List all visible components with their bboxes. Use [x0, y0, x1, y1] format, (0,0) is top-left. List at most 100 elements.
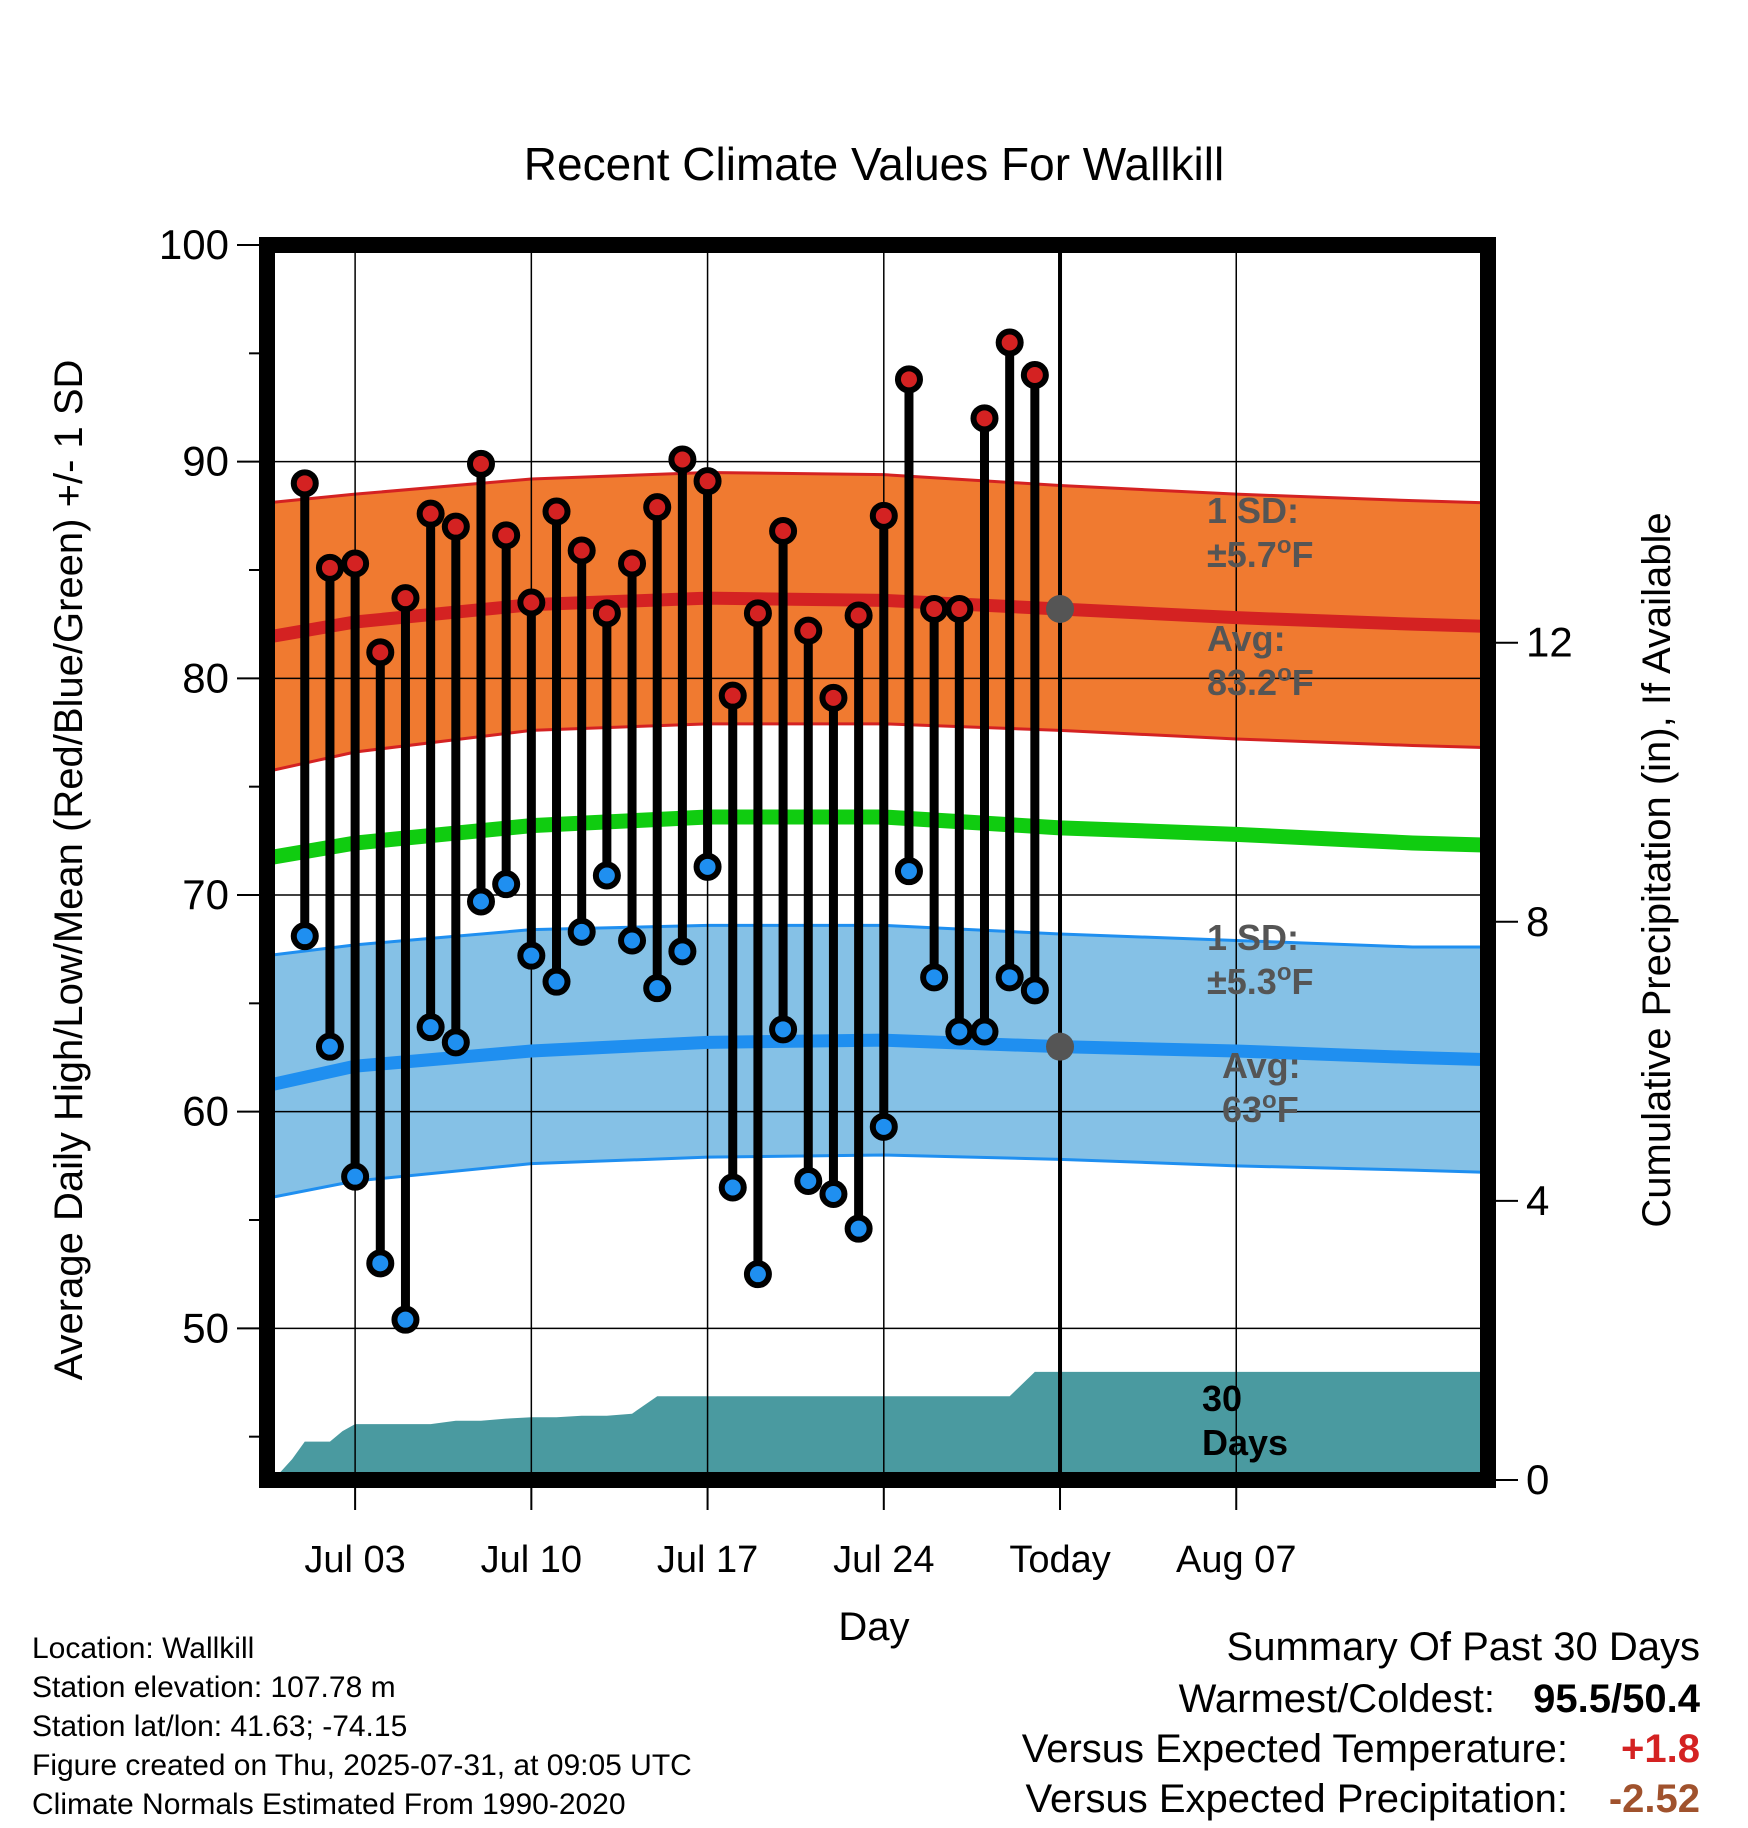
y-tick-label-left: 60 — [182, 1088, 229, 1135]
high-temp-point — [794, 616, 823, 645]
low-avg-annotation-unit: F — [1277, 1089, 1299, 1130]
info-normals: Climate Normals Estimated From 1990-2020 — [32, 1788, 626, 1821]
low-temp-point — [794, 1167, 823, 1195]
low-temp-point — [643, 974, 672, 1003]
high-temp-point — [391, 584, 420, 613]
low-sd-annotation-line2: ±5.3oF — [1207, 959, 1313, 1002]
high-temp-point — [693, 467, 722, 496]
low-avg-annotation-value: 63 — [1222, 1089, 1262, 1130]
low-temp-point — [466, 887, 495, 916]
x-tick-label: Aug 07 — [1176, 1539, 1296, 1581]
x-tick-label: Jul 10 — [481, 1539, 582, 1581]
summary-panel: Summary Of Past 30 Days Warmest/Coldest:… — [1022, 1625, 1701, 1821]
high-temp-point — [970, 404, 999, 433]
high-temp-point — [995, 328, 1024, 357]
high-temp-point — [441, 512, 470, 541]
low-temp-point — [718, 1173, 747, 1202]
high-temp-point — [668, 445, 697, 474]
low-sd-annotation-value: ±5.3 — [1207, 961, 1277, 1002]
high-sd-annotation-unit: F — [1291, 534, 1313, 575]
days-annotation-line1: 30 — [1202, 1378, 1242, 1419]
low-temp-point — [290, 922, 319, 951]
mean-line — [267, 809, 1488, 866]
low-avg-annotation-line1: Avg: — [1222, 1045, 1301, 1086]
low-temp-point — [945, 1017, 974, 1046]
high-temp-point — [869, 501, 898, 530]
high-temp-point — [894, 365, 923, 394]
summary-precip-value: -2.52 — [1609, 1777, 1700, 1821]
low-temp-point — [567, 917, 596, 946]
low-temp-point — [542, 967, 571, 996]
high-avg-annotation-degree: o — [1277, 660, 1292, 687]
days-annotation-line2: Days — [1202, 1422, 1288, 1463]
summary-precip-label: Versus Expected Precipitation: — [1025, 1777, 1568, 1821]
low-avg-marker — [1046, 1032, 1075, 1061]
high-sd-annotation-degree: o — [1277, 532, 1292, 559]
low-sd-annotation-degree: o — [1277, 959, 1292, 986]
high-avg-annotation-line1: Avg: — [1207, 618, 1286, 659]
low-temp-point — [492, 870, 521, 899]
low-temp-point — [970, 1017, 999, 1046]
low-temp-point — [416, 1013, 445, 1042]
low-sd-annotation-line1: 1 SD: — [1207, 917, 1299, 958]
high-avg-annotation-value: 83.2 — [1207, 662, 1277, 703]
y-tick-label-right: 4 — [1526, 1177, 1549, 1224]
summary-warm-cold-label: Warmest/Coldest: — [1179, 1677, 1495, 1721]
high-temp-point — [366, 638, 395, 667]
high-temp-point — [819, 683, 848, 712]
low-temp-point — [693, 852, 722, 881]
low-temp-point — [517, 941, 546, 970]
low-temp-point — [844, 1214, 873, 1243]
plot-frame — [259, 237, 1496, 1488]
y-axis-label-left: Average Daily High/Low/Mean (Red/Blue/Gr… — [47, 360, 91, 1381]
low-temp-point — [441, 1028, 470, 1057]
info-latlon: Station lat/lon: 41.63; -74.15 — [32, 1710, 407, 1743]
low-temp-point — [995, 963, 1024, 992]
low-temp-point — [391, 1305, 420, 1334]
low-temp-point — [894, 857, 923, 886]
summary-title: Summary Of Past 30 Days — [1227, 1625, 1700, 1669]
high-avg-annotation-unit: F — [1292, 662, 1314, 703]
y-tick-label-right: 8 — [1526, 898, 1549, 945]
high-temp-point — [743, 599, 772, 628]
x-tick-label: Today — [1009, 1539, 1110, 1581]
low-sd-annotation-unit: F — [1291, 961, 1313, 1002]
high-temp-point — [844, 601, 873, 630]
summary-warm-cold-value: 95.5/50.4 — [1533, 1677, 1701, 1721]
high-temp-point — [718, 681, 747, 710]
station-info: Location: Wallkill Station elevation: 10… — [32, 1632, 692, 1821]
low-temp-point — [341, 1162, 370, 1191]
y-tick-label-left: 50 — [182, 1304, 229, 1351]
x-tick-label: Jul 03 — [304, 1539, 405, 1581]
high-temp-point — [618, 549, 647, 578]
y-tick-label-right: 0 — [1526, 1456, 1549, 1503]
high-temp-point — [920, 595, 949, 623]
high-temp-point — [492, 521, 521, 550]
info-created: Figure created on Thu, 2025-07-31, at 09… — [32, 1749, 692, 1782]
low-temp-point — [592, 861, 621, 890]
low-temp-point — [315, 1032, 344, 1061]
high-temp-point — [416, 499, 445, 528]
y-tick-label-right: 12 — [1526, 619, 1573, 666]
high-temp-point — [769, 517, 798, 545]
high-avg-marker — [1046, 595, 1075, 623]
high-avg-annotation-line2: 83.2oF — [1207, 660, 1314, 703]
summary-temp-value: +1.8 — [1621, 1727, 1700, 1771]
chart-title: Recent Climate Values For Wallkill — [524, 138, 1224, 190]
high-sd-annotation-value: ±5.7 — [1207, 534, 1277, 575]
y-tick-label-left: 80 — [182, 654, 229, 701]
high-temp-point — [466, 449, 495, 478]
y-tick-label-left: 70 — [182, 871, 229, 918]
x-tick-label: Jul 17 — [657, 1539, 758, 1581]
high-temp-point — [517, 588, 546, 617]
low-avg-annotation-line2: 63oF — [1222, 1087, 1299, 1130]
precip-area — [267, 1371, 1488, 1480]
low-temp-point — [1020, 976, 1049, 1005]
summary-temp-label: Versus Expected Temperature: — [1022, 1727, 1568, 1771]
info-location: Location: Wallkill — [32, 1632, 254, 1665]
low-temp-point — [769, 1015, 798, 1044]
high-temp-point — [945, 595, 974, 623]
high-temp-point — [1020, 361, 1049, 389]
